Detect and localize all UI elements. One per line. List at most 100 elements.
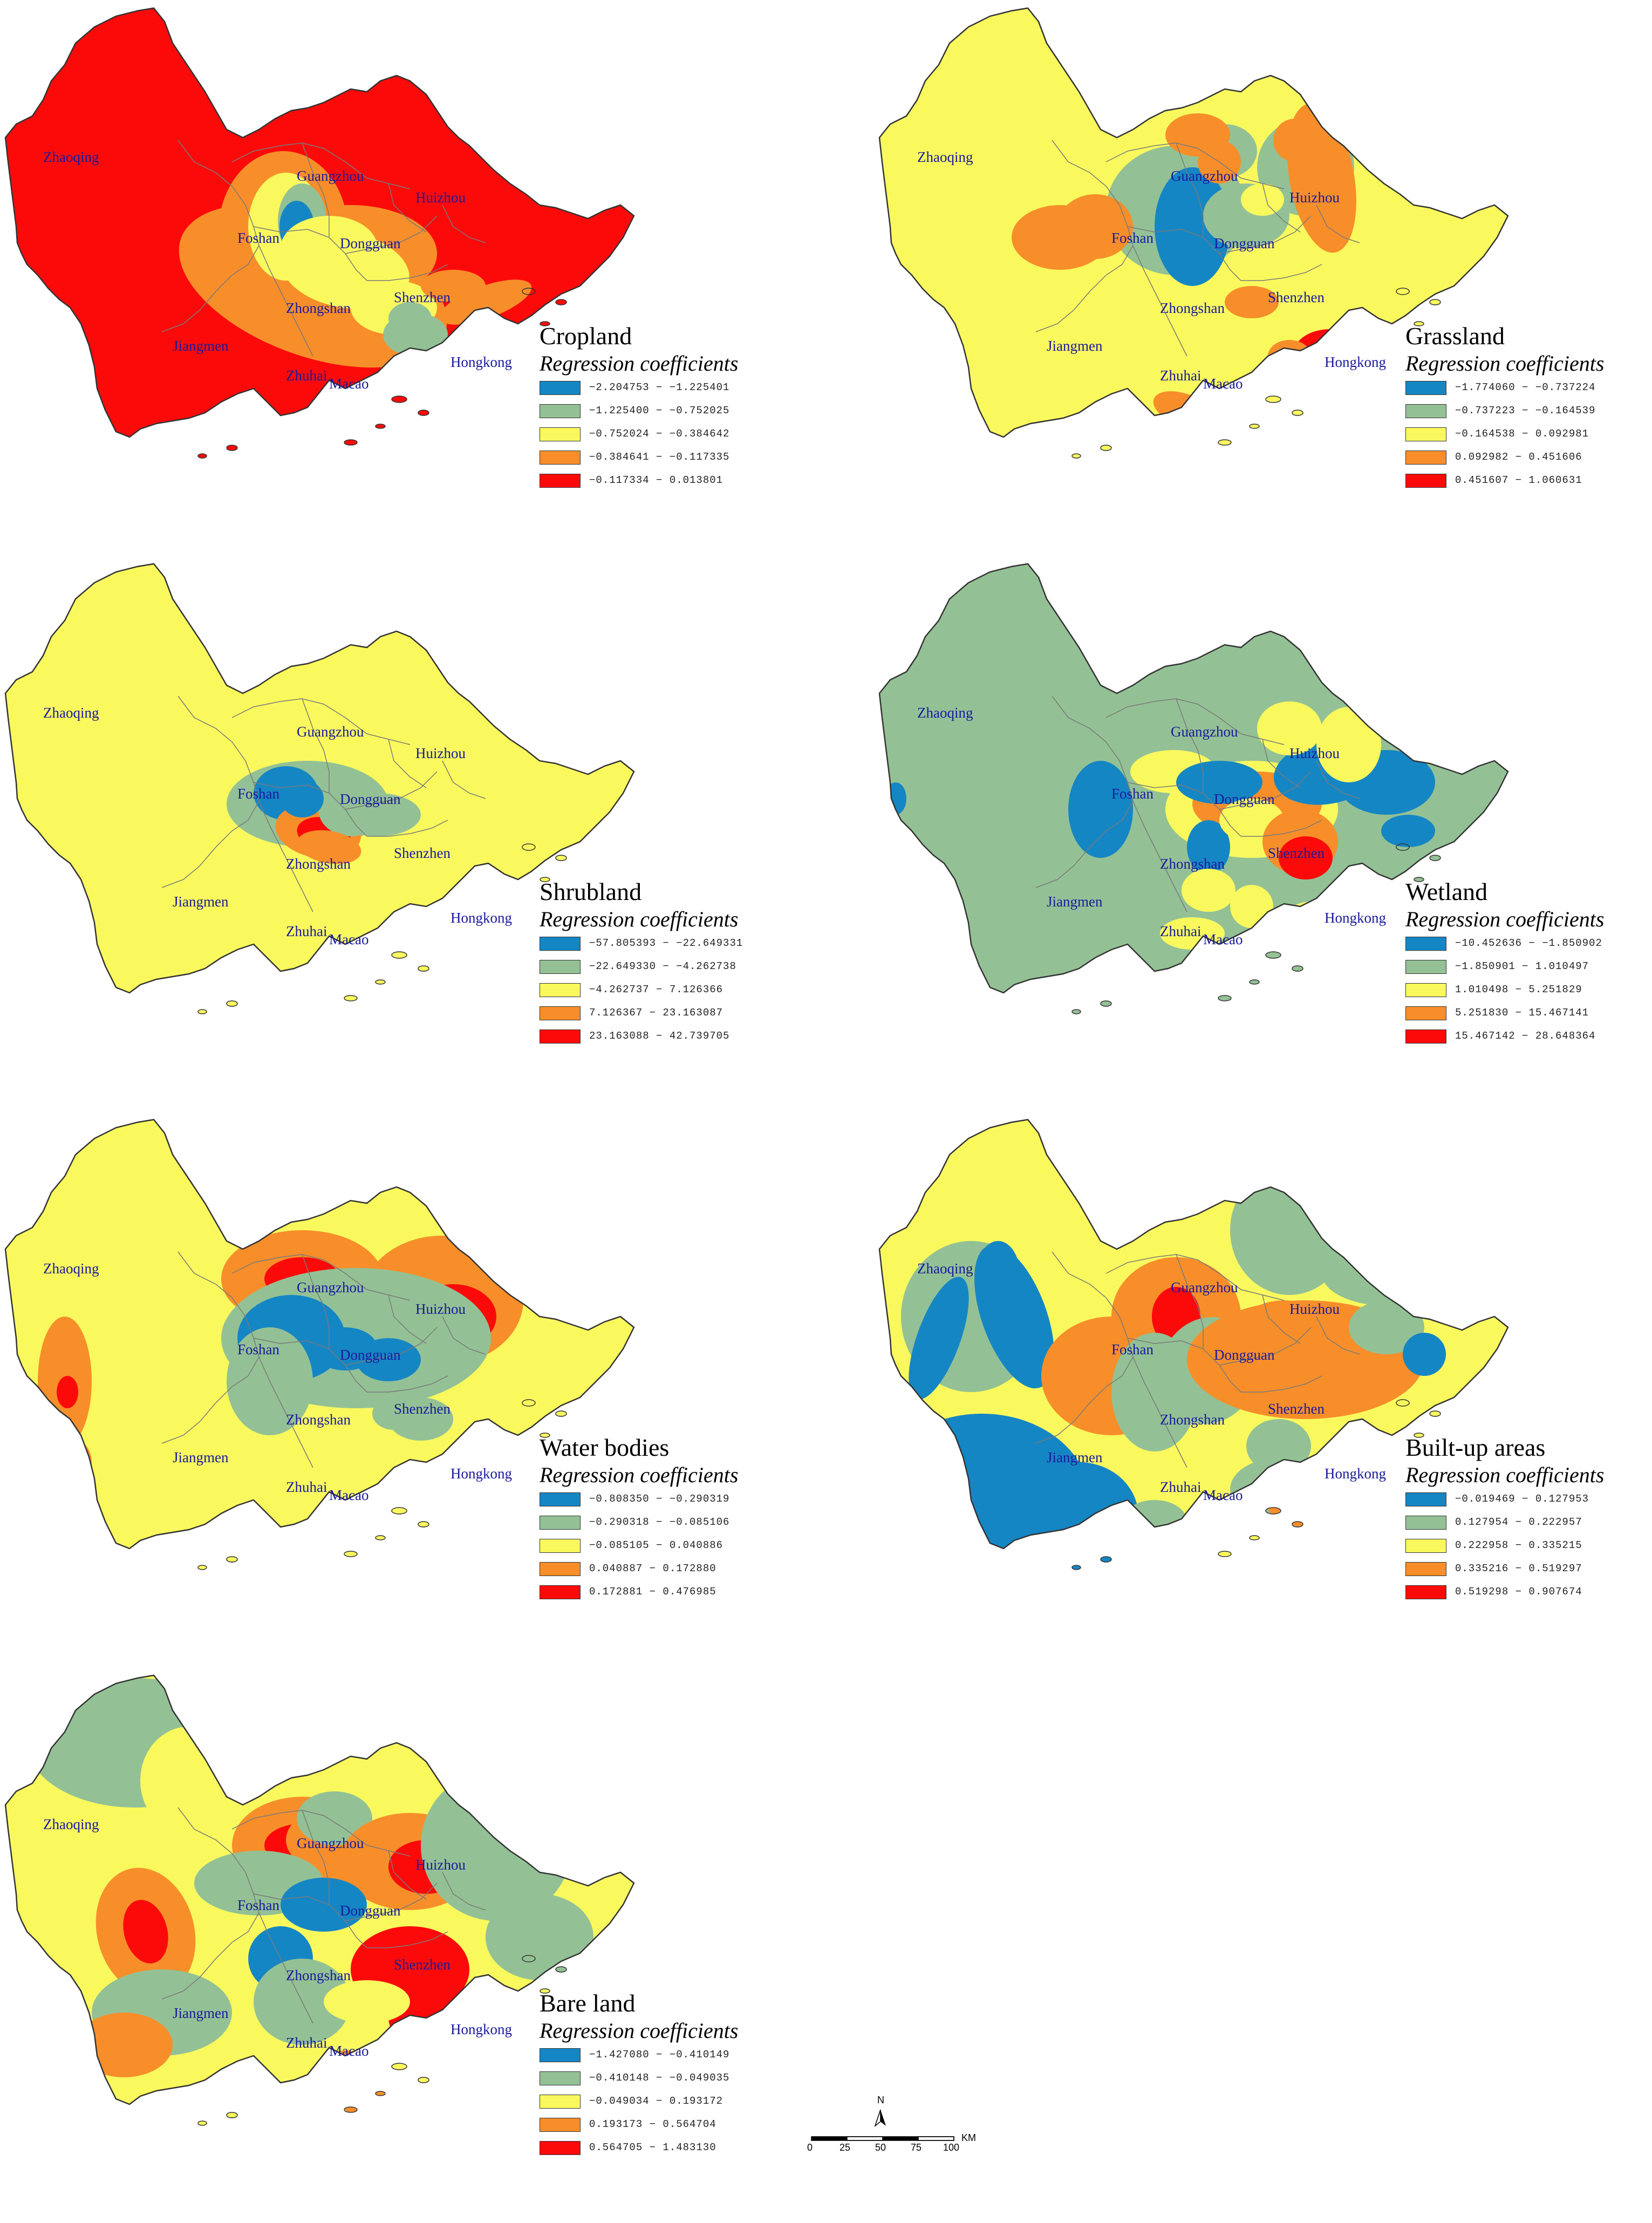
legend-label: −0.019469 − 0.127953 bbox=[1455, 1493, 1589, 1505]
panel-subtitle: Regression coefficients bbox=[1405, 1463, 1605, 1487]
island-outline bbox=[1396, 1399, 1410, 1407]
legend-label: −0.164538 − 0.092981 bbox=[1455, 428, 1589, 440]
city-label-foshan: Foshan bbox=[237, 1897, 280, 1913]
region-outline bbox=[4, 7, 635, 438]
island-outline bbox=[1429, 1410, 1441, 1417]
city-boundary bbox=[1035, 1386, 1107, 1444]
city-label-guangzhou: Guangzhou bbox=[297, 1835, 364, 1851]
legend-swatch bbox=[1405, 1492, 1446, 1506]
class-area bbox=[1230, 885, 1273, 928]
island-outline bbox=[375, 2091, 386, 2096]
legend-swatch bbox=[1405, 1029, 1446, 1044]
city-boundary bbox=[367, 264, 448, 281]
class-area bbox=[1273, 119, 1316, 162]
panel-title: Bare land bbox=[540, 1989, 636, 2017]
city-boundary bbox=[345, 1327, 438, 1366]
island-outline bbox=[226, 1556, 238, 1563]
legend-label: −0.085105 − 0.040886 bbox=[589, 1539, 723, 1551]
scale-tick: 100 bbox=[943, 2142, 959, 2152]
legend-label: −10.452636 − −1.850902 bbox=[1455, 937, 1602, 949]
city-label-jiangmen: Jiangmen bbox=[173, 338, 229, 354]
panel-title: Wetland bbox=[1405, 878, 1488, 905]
city-label-dongguan: Dongguan bbox=[340, 791, 401, 807]
class-area bbox=[1182, 869, 1235, 912]
city-boundary bbox=[442, 760, 486, 799]
city-boundary bbox=[1316, 760, 1360, 799]
city-boundary bbox=[388, 1850, 427, 1900]
legend-label: −0.290318 − −0.085106 bbox=[589, 1516, 730, 1528]
legend-label: −0.410148 − −0.049035 bbox=[589, 2072, 730, 2084]
legend-swatch bbox=[1405, 381, 1446, 395]
legend-item: 0.335216 − 0.519297 bbox=[1405, 1562, 1621, 1577]
legend-swatch bbox=[1405, 427, 1446, 441]
legend-swatch bbox=[1405, 983, 1446, 997]
class-area bbox=[281, 780, 324, 817]
legend-item: 15.467142 − 28.648364 bbox=[1405, 1029, 1621, 1045]
island-outline bbox=[418, 2077, 429, 2083]
legend-swatch bbox=[540, 451, 581, 465]
city-label-zhaoqing: Zhaoqing bbox=[43, 705, 99, 721]
island-outline bbox=[1414, 321, 1424, 326]
city-boundary bbox=[258, 1356, 313, 1468]
bare-land-map: Zhaoqing Guangzhou Huizhou Foshan Dongguan Zh… bbox=[4, 1674, 635, 2126]
legend-item: 23.163088 − 42.739705 bbox=[540, 1029, 755, 1045]
city-label-hongkong: Hongkong bbox=[450, 2021, 512, 2037]
island-outline bbox=[540, 321, 550, 326]
legend-item: 0.451607 − 1.060631 bbox=[1405, 474, 1621, 489]
island-outline bbox=[197, 2120, 207, 2126]
region-outline bbox=[4, 1674, 635, 2105]
legend-swatch bbox=[540, 2141, 581, 2155]
legend-item: −0.049034 − 0.193172 bbox=[540, 2095, 755, 2110]
island-outline bbox=[197, 453, 207, 459]
legend-item: −0.117334 − 0.013801 bbox=[540, 474, 755, 489]
shrubland-map: Zhaoqing Guangzhou Huizhou Foshan Dongguan Zh… bbox=[4, 563, 635, 1014]
city-boundary bbox=[1219, 1327, 1312, 1366]
city-label-hongkong: Hongkong bbox=[450, 1465, 512, 1482]
legend-swatch bbox=[540, 1539, 581, 1553]
city-boundary bbox=[367, 1375, 448, 1393]
legend-item: −0.384641 − −0.117335 bbox=[540, 451, 755, 466]
city-label-jiangmen: Jiangmen bbox=[1047, 338, 1103, 354]
island-outline bbox=[555, 855, 567, 861]
legend-swatch bbox=[540, 2071, 581, 2085]
city-label-zhongshan: Zhongshan bbox=[1160, 856, 1225, 872]
legend-item: −0.737223 − −0.164539 bbox=[1405, 404, 1621, 419]
legend-swatch bbox=[1405, 960, 1446, 974]
city-label-huizhou: Huizhou bbox=[1289, 189, 1340, 206]
city-boundary bbox=[1105, 698, 1285, 745]
class-area bbox=[977, 1241, 1020, 1306]
class-area bbox=[297, 1791, 372, 1845]
island-outline bbox=[1071, 1565, 1081, 1570]
city-label-foshan: Foshan bbox=[1111, 230, 1154, 246]
panel-subtitle: Regression coefficients bbox=[540, 1463, 739, 1487]
legend-item: 1.010498 − 5.251829 bbox=[1405, 983, 1621, 998]
island-outline bbox=[1249, 979, 1260, 985]
legend-item: 0.127954 − 0.222957 bbox=[1405, 1516, 1621, 1531]
class-area bbox=[59, 1441, 92, 1484]
panel-title: Shrubland bbox=[540, 878, 642, 905]
legend-item: −22.649330 − −4.262738 bbox=[540, 960, 755, 975]
class-area bbox=[1268, 340, 1311, 372]
legend-swatch bbox=[540, 2048, 581, 2062]
city-label-foshan: Foshan bbox=[1111, 786, 1154, 802]
city-boundary bbox=[178, 1807, 260, 1943]
city-boundary bbox=[388, 183, 427, 233]
map-panel-built-up-areas: Zhaoqing Guangzhou Huizhou Foshan Dongguan Zh… bbox=[874, 1112, 1652, 1667]
legend-label: −22.649330 − −4.262738 bbox=[589, 960, 736, 972]
legend-label: −0.808350 − −0.290319 bbox=[589, 1493, 730, 1505]
legend-swatch bbox=[540, 1492, 581, 1506]
city-label-huizhou: Huizhou bbox=[415, 189, 466, 206]
city-boundary bbox=[178, 1251, 260, 1387]
island-outline bbox=[555, 1410, 567, 1417]
city-boundary bbox=[1176, 142, 1204, 237]
legend-label: −4.262737 − 7.126366 bbox=[589, 984, 723, 995]
class-area bbox=[1176, 761, 1262, 804]
city-label-zhongshan: Zhongshan bbox=[1160, 1411, 1225, 1428]
city-label-dongguan: Dongguan bbox=[1214, 235, 1275, 251]
city-label-guangzhou: Guangzhou bbox=[297, 168, 364, 184]
city-label-hongkong: Hongkong bbox=[1325, 1465, 1386, 1482]
city-label-zhongshan: Zhongshan bbox=[1160, 300, 1225, 316]
legend-item: 0.222958 − 0.335215 bbox=[1405, 1539, 1621, 1554]
island-outline bbox=[522, 1399, 536, 1407]
legend-swatch bbox=[1405, 1006, 1446, 1020]
